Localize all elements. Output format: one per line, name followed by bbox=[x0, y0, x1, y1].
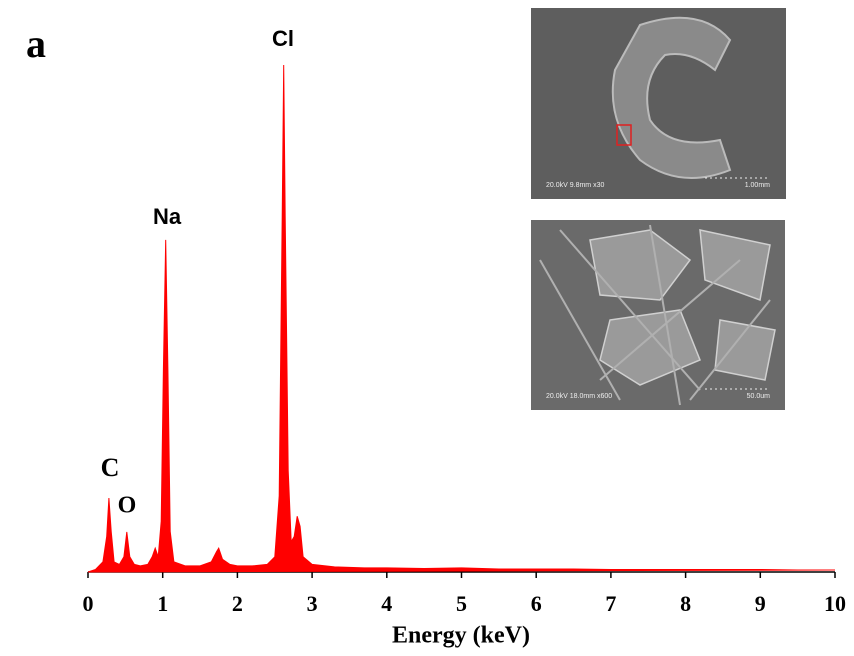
sem-roi bbox=[616, 124, 632, 146]
x-tick-label: 4 bbox=[381, 591, 392, 616]
inset-caption: 20.0kV 9.8mm x30 bbox=[546, 182, 604, 189]
peak-label: Cl bbox=[272, 26, 294, 51]
peak-label: Na bbox=[153, 204, 182, 229]
x-axis-title: Energy (keV) bbox=[392, 623, 530, 649]
x-tick-label: 7 bbox=[605, 591, 616, 616]
x-tick-label: 8 bbox=[680, 591, 691, 616]
x-tick-label: 3 bbox=[307, 591, 318, 616]
panel-label: a bbox=[26, 21, 46, 66]
x-tick-label: 5 bbox=[456, 591, 467, 616]
peak-label: C bbox=[101, 453, 120, 482]
x-tick-label: 0 bbox=[83, 591, 94, 616]
spectrum-area bbox=[87, 64, 836, 573]
x-tick-label: 6 bbox=[531, 591, 542, 616]
x-tick-label: 1 bbox=[157, 591, 168, 616]
inset-caption: 20.0kV 18.0mm x600 bbox=[546, 393, 612, 400]
x-tick-label: 9 bbox=[755, 591, 766, 616]
x-tick-label: 10 bbox=[824, 591, 846, 616]
sem-feature bbox=[539, 224, 771, 406]
x-tick-label: 2 bbox=[232, 591, 243, 616]
inset-scale: 50.0um bbox=[747, 393, 771, 400]
inset-scale: 1.00mm bbox=[745, 182, 770, 189]
inset-bottom bbox=[531, 220, 785, 410]
sem-feature bbox=[611, 16, 732, 179]
inset-top bbox=[531, 8, 786, 199]
peak-label: O bbox=[118, 493, 137, 519]
